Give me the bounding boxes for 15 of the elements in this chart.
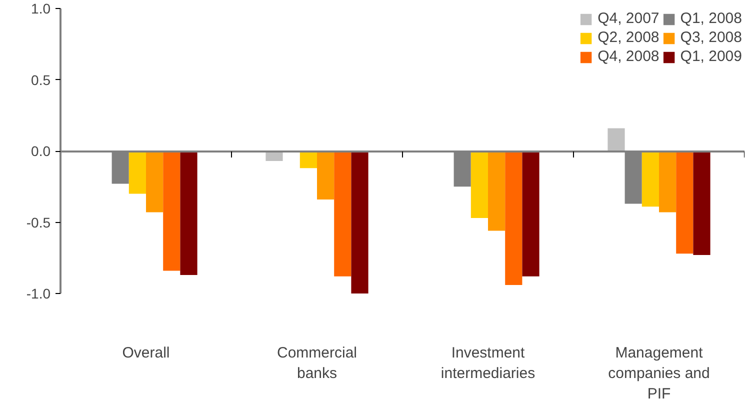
legend-label: Q2, 2008	[598, 29, 660, 46]
x-tick-label: Management companies and PIF	[608, 344, 710, 402]
y-tick-label: 1.0	[31, 0, 51, 16]
y-tick-label: -1.0	[26, 286, 51, 302]
y-tick-label: 0.5	[31, 72, 51, 88]
x-tick-label: Commercial banks	[276, 344, 358, 382]
y-tick-label: -0.5	[26, 214, 51, 230]
legend-label: Q3, 2008	[680, 29, 742, 46]
legend-label: Q1, 2009	[680, 48, 742, 65]
legend-label: Q4, 2007	[598, 10, 660, 27]
x-tick-label: Overall	[122, 344, 170, 362]
legend-label: Q4, 2008	[598, 48, 660, 65]
legend-label: Q1, 2008	[680, 10, 742, 27]
x-tick-label: Investment intermediaries	[440, 344, 536, 382]
y-tick-label: 0.0	[31, 143, 51, 159]
